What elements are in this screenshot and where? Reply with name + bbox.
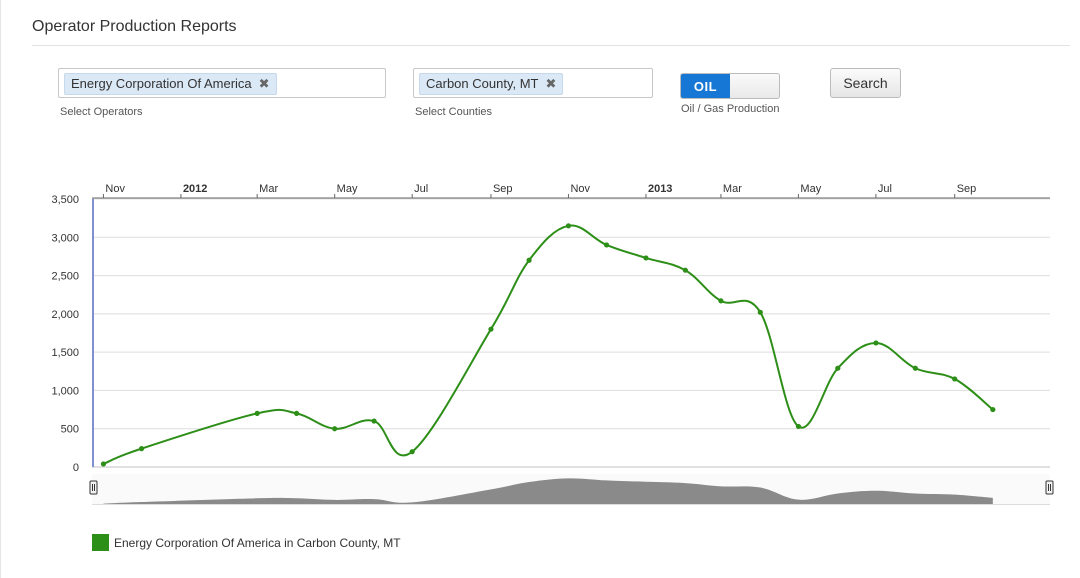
data-point (718, 298, 724, 304)
y-tick-label: 500 (61, 424, 79, 436)
counties-select[interactable]: Carbon County, MT ✖ (413, 68, 653, 98)
y-tick-label: 2,500 (51, 271, 79, 283)
navigator-left-handle[interactable] (89, 480, 98, 495)
operator-token-label: Energy Corporation Of America (71, 76, 252, 91)
data-point (409, 449, 415, 455)
production-chart: 0 500 1,000 1,500 2,000 2,500 3,000 3,500 Nov 201… (51, 183, 1054, 505)
x-tick-label: 2012 (183, 183, 207, 195)
y-tick-label: 2,000 (51, 309, 79, 321)
x-tick-label: Nov (105, 183, 125, 195)
data-point (332, 426, 338, 432)
data-point (526, 257, 532, 263)
data-point (643, 255, 649, 261)
data-point (254, 410, 260, 416)
data-point (912, 365, 918, 371)
x-tick-label: Sep (957, 183, 977, 195)
title-divider (32, 45, 1070, 46)
x-tick-label: Jul (414, 183, 428, 195)
operator-token: Energy Corporation Of America ✖ (64, 73, 277, 95)
y-tick-label: 0 (73, 462, 79, 474)
data-point (371, 418, 377, 424)
y-tick-label: 1,500 (51, 347, 79, 359)
x-tick-label: Nov (570, 183, 590, 195)
x-tick-label: 2013 (648, 183, 672, 195)
remove-county-icon[interactable]: ✖ (545, 76, 557, 91)
data-point (682, 267, 688, 273)
counties-caption: Select Counties (415, 106, 493, 118)
data-point (795, 423, 802, 430)
y-tick-label: 1,000 (51, 385, 79, 397)
y-tick-label: 3,000 (51, 232, 79, 244)
toggle-caption: Oil / Gas Production (681, 103, 780, 115)
page-title: Operator Production Reports (32, 18, 237, 35)
operators-select[interactable]: Energy Corporation Of America ✖ (58, 68, 386, 98)
x-tick-label: May (800, 183, 821, 195)
x-tick-label: Sep (493, 183, 513, 195)
oil-gas-toggle[interactable]: OIL (680, 73, 780, 99)
operators-caption: Select Operators (60, 106, 143, 118)
county-token-label: Carbon County, MT (426, 76, 539, 91)
data-point (603, 242, 610, 248)
data-point (100, 461, 107, 467)
data-point (835, 365, 841, 371)
data-point (293, 410, 300, 416)
navigator-right-handle[interactable] (1045, 480, 1054, 495)
county-token: Carbon County, MT ✖ (419, 73, 564, 95)
legend-swatch[interactable] (92, 534, 109, 551)
y-tick-label: 3,500 (51, 194, 79, 206)
data-point (757, 309, 763, 315)
legend-label[interactable]: Energy Corporation Of America in Carbon … (114, 536, 401, 550)
data-point (488, 326, 494, 332)
x-tick-label: Mar (723, 183, 742, 195)
remove-operator-icon[interactable]: ✖ (258, 76, 270, 91)
data-point (565, 223, 572, 229)
data-point (990, 406, 996, 413)
x-tick-label: May (337, 183, 358, 195)
navigator-series (103, 478, 993, 504)
x-tick-label: Mar (259, 183, 278, 195)
search-button[interactable]: Search (830, 68, 901, 98)
x-tick-label: Jul (878, 183, 892, 195)
series-line (103, 224, 994, 465)
data-point (138, 446, 145, 452)
data-point (952, 376, 958, 382)
toggle-oil-label: OIL (681, 74, 730, 98)
data-point (873, 340, 879, 346)
